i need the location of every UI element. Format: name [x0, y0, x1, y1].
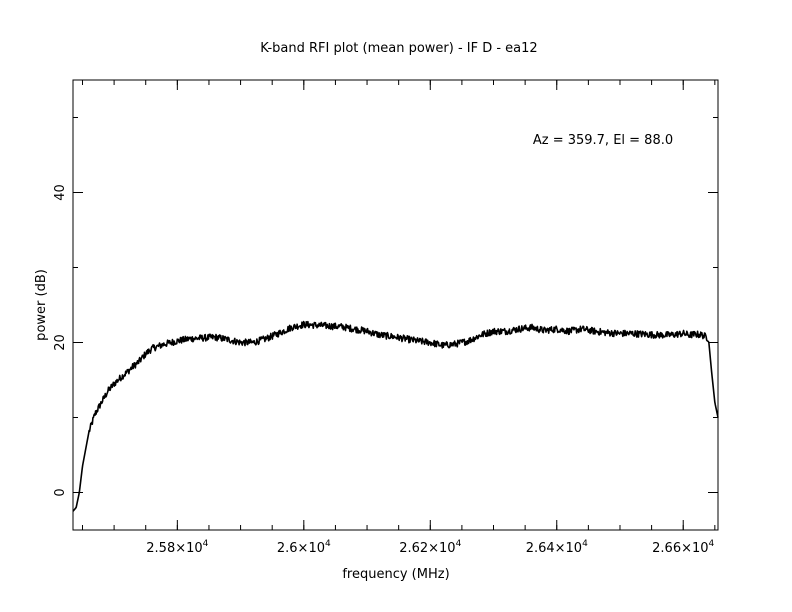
pointing-annotation: Az = 359.7, El = 88.0	[533, 133, 673, 148]
x-tick-label: 2.58×104	[146, 539, 208, 556]
x-tick-label: 2.64×104	[526, 539, 588, 556]
x-tick-label: 2.62×104	[399, 539, 461, 556]
y-tick-label: 0	[53, 488, 68, 496]
axis-ticks: 2.58×104 2.6×104 2.62×104 2.64×104 2.66×104 0…	[53, 80, 718, 556]
x-tick-label: 2.6×104	[277, 539, 331, 556]
chart-title: K-band RFI plot (mean power) - IF D - ea…	[260, 41, 537, 56]
x-axis-label: frequency (MHz)	[342, 567, 449, 582]
power-series-line	[72, 320, 719, 512]
y-axis-label: power (dB)	[34, 269, 49, 341]
x-tick-label: 2.66×104	[652, 539, 714, 556]
plot-frame	[72, 79, 719, 531]
y-tick-label: 20	[53, 334, 68, 351]
y-tick-label: 40	[53, 184, 68, 201]
